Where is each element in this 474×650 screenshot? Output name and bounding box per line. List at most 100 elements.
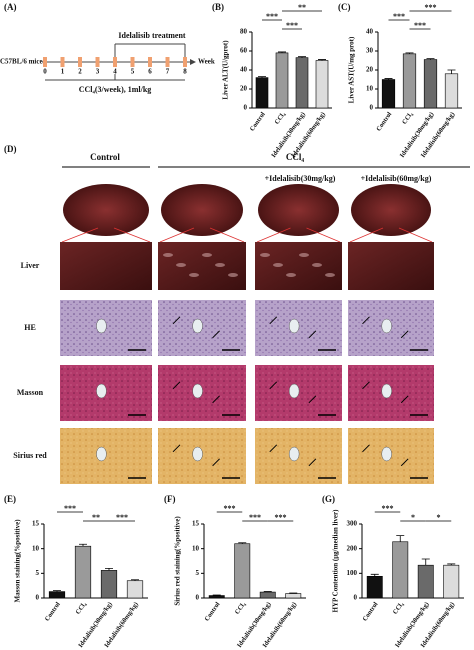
error-bar xyxy=(238,542,247,544)
week-marker xyxy=(165,57,170,67)
arrow-annot xyxy=(269,316,278,325)
error-bar xyxy=(258,76,266,78)
arrow-annot xyxy=(308,458,317,467)
liver-zoom xyxy=(60,242,152,290)
bar xyxy=(48,591,66,599)
zoom-line xyxy=(349,227,384,243)
nodule xyxy=(163,253,173,257)
vessel xyxy=(381,318,392,334)
y-axis-label: HYP Contention (μg/median liver) xyxy=(332,509,340,613)
week-label: Week xyxy=(198,58,215,66)
week-number: 0 xyxy=(43,68,47,76)
bar xyxy=(74,545,92,599)
x-tick-label: CCl₄ xyxy=(234,601,247,616)
y-tick-label: 200 xyxy=(347,544,358,552)
week-number: 2 xyxy=(78,68,82,76)
sig-label: *** xyxy=(224,504,236,513)
arrow-annot xyxy=(308,395,317,404)
week-number: 1 xyxy=(61,68,65,76)
error-bar xyxy=(105,568,113,571)
vessel xyxy=(381,446,392,462)
y-tick-label: 80 xyxy=(240,28,248,36)
bar xyxy=(423,59,438,109)
week-marker xyxy=(60,57,65,67)
bar xyxy=(275,52,289,109)
bar xyxy=(444,73,459,109)
y-tick-label: 0 xyxy=(244,104,248,112)
error-bar xyxy=(447,69,456,74)
bar xyxy=(443,564,460,599)
nodule xyxy=(228,273,238,277)
sig-label: ** xyxy=(92,513,100,522)
bar xyxy=(126,580,144,599)
panel-label: (E) xyxy=(4,494,16,504)
arrow-annot xyxy=(362,444,370,453)
liver-photo xyxy=(63,184,149,236)
column-header: +Idelalisib(30mg/kg) xyxy=(265,174,336,183)
zoom-line xyxy=(113,227,151,243)
arrow-annot xyxy=(212,330,220,339)
y-tick-label: 10 xyxy=(32,544,40,552)
panel-label: (G) xyxy=(322,494,335,504)
image-grid xyxy=(60,184,434,484)
panel-label: (C) xyxy=(338,2,351,12)
panel-label: (B) xyxy=(212,2,224,12)
arrow-annot xyxy=(269,381,278,390)
arrow-annot xyxy=(400,330,409,339)
liver-zoom xyxy=(348,242,434,290)
row-label: HE xyxy=(24,323,36,332)
week-marker xyxy=(183,57,187,67)
x-tick-label: Control xyxy=(44,601,62,623)
y-tick-label: 10 xyxy=(192,544,200,552)
arrow-annot xyxy=(172,381,181,390)
nodule xyxy=(189,273,199,277)
arrow-annot xyxy=(362,381,370,390)
bar xyxy=(100,570,118,599)
panel-label: (A) xyxy=(4,2,17,12)
error-bar xyxy=(405,52,414,54)
model-label: CCl₄(3/week), 1ml/kg xyxy=(79,85,152,94)
y-tick-label: 15 xyxy=(192,520,200,528)
bar xyxy=(285,593,302,599)
sig-label: *** xyxy=(116,513,128,522)
vessel xyxy=(288,383,300,399)
vessel xyxy=(96,446,107,462)
week-marker xyxy=(130,57,135,67)
y-tick-label: 5 xyxy=(196,569,200,577)
y-tick-label: 0 xyxy=(196,594,200,602)
nodule xyxy=(325,273,335,277)
error-bar xyxy=(79,543,87,547)
y-tick-label: 0 xyxy=(370,104,374,112)
x-tick-label: Control xyxy=(362,601,380,623)
strain: C57BL/6 mice xyxy=(0,58,43,66)
vessel xyxy=(381,383,392,399)
sig-label: *** xyxy=(64,504,76,513)
week-number: 7 xyxy=(166,68,170,76)
x-tick-label: CCl₄ xyxy=(75,601,88,616)
error-bar xyxy=(298,56,306,58)
vessel xyxy=(288,446,300,462)
sig-label: *** xyxy=(382,504,394,513)
nodule xyxy=(202,253,212,257)
bar xyxy=(381,79,396,109)
week-marker xyxy=(43,57,47,67)
x-tick-label: CCl₄ xyxy=(392,601,405,616)
week-number: 4 xyxy=(113,68,117,76)
x-tick-label: Control xyxy=(249,111,267,133)
y-tick-label: 40 xyxy=(366,28,374,36)
vessel xyxy=(192,318,203,334)
zoom-line xyxy=(61,227,99,243)
sig-label: *** xyxy=(425,3,437,12)
bar xyxy=(392,541,409,599)
panel-d: (D) Control CCl₄ +Idelalisib(30mg/kg) +I… xyxy=(4,144,470,484)
error-bar xyxy=(426,58,435,60)
sig-label: *** xyxy=(275,513,287,522)
sig-label: * xyxy=(437,513,441,522)
zoom-line xyxy=(159,227,195,243)
week-number: 8 xyxy=(183,68,187,76)
bar xyxy=(417,564,434,599)
y-tick-label: 0 xyxy=(36,594,40,602)
bar xyxy=(402,53,417,109)
error-bar xyxy=(370,573,379,577)
nodule xyxy=(312,263,322,267)
